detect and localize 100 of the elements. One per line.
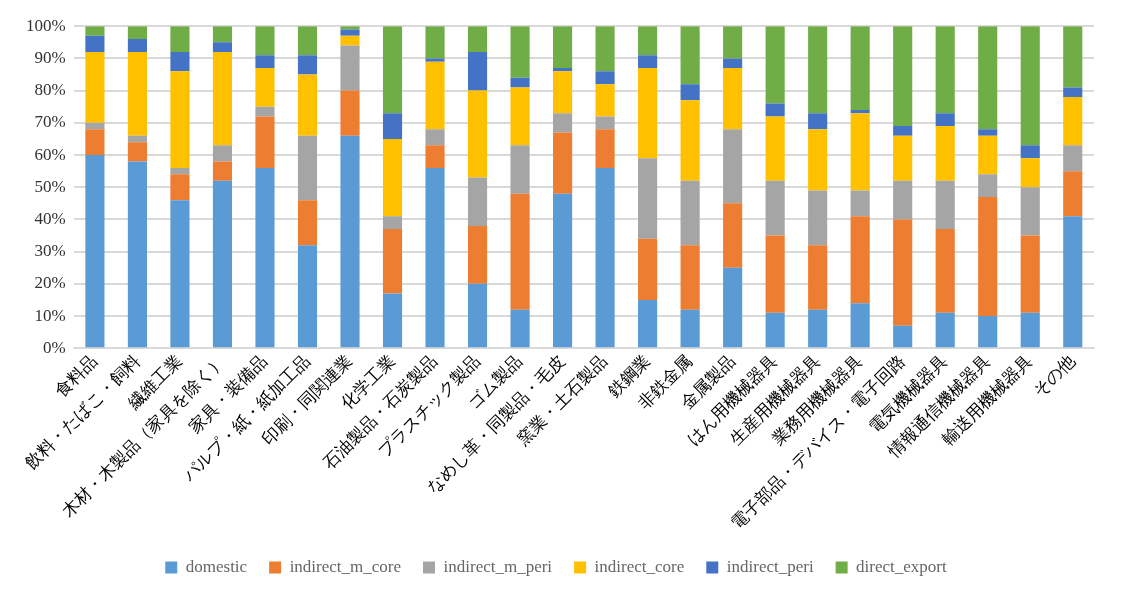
bar (765, 235, 785, 313)
bar (425, 167, 445, 348)
y-tick-label: 50% (34, 176, 66, 196)
bar (425, 145, 445, 168)
bar (808, 245, 828, 310)
bar (893, 126, 913, 136)
bar (808, 113, 828, 130)
bar (723, 68, 743, 130)
bar (127, 135, 147, 143)
bar (765, 116, 785, 181)
bar (893, 219, 913, 326)
bar (170, 26, 190, 52)
bar (382, 138, 403, 217)
bar (127, 39, 147, 52)
bar (127, 51, 147, 136)
y-tick-label: 60% (34, 144, 66, 164)
bar (85, 155, 105, 348)
bar (297, 74, 318, 136)
bar (850, 303, 870, 348)
bar (212, 161, 233, 181)
bar (553, 68, 573, 72)
bar (510, 145, 530, 194)
bar (297, 26, 318, 56)
bar (340, 35, 360, 46)
bar (978, 174, 998, 197)
bar (510, 77, 530, 88)
bar (638, 299, 658, 348)
bar (808, 309, 828, 348)
legend-label: indirect_m_peri (443, 556, 553, 576)
bar (850, 26, 870, 110)
legend-label: domestic (185, 556, 248, 576)
bar (297, 245, 318, 348)
legend-label: indirect_m_core (289, 556, 402, 576)
y-tick-label: 70% (34, 112, 66, 132)
bar (1063, 216, 1083, 348)
bar (467, 90, 488, 178)
bar (382, 293, 403, 348)
bar (425, 61, 445, 130)
bar (212, 145, 233, 162)
bar (212, 26, 233, 43)
bar (212, 51, 233, 146)
bar (85, 129, 105, 156)
bar (170, 174, 190, 201)
bar (297, 135, 318, 201)
bar (510, 193, 530, 310)
bar (850, 109, 870, 114)
y-tick-label: 20% (34, 273, 66, 293)
bar (850, 190, 870, 217)
bar (1020, 145, 1040, 159)
bar (255, 106, 275, 117)
bar (595, 26, 615, 72)
bar (255, 68, 275, 107)
bar (553, 113, 573, 133)
bar (85, 35, 105, 52)
bar (935, 113, 955, 127)
bar (85, 26, 105, 36)
bar (808, 129, 828, 191)
bar (680, 245, 700, 310)
bar (638, 55, 658, 69)
bar (850, 216, 870, 304)
bar (297, 200, 318, 246)
bar (382, 216, 403, 230)
bar (978, 316, 998, 348)
bar (1063, 145, 1083, 172)
bar (638, 26, 658, 56)
bar (978, 196, 998, 317)
bar (595, 71, 615, 85)
bar (127, 142, 147, 162)
bar (638, 68, 658, 159)
bar (467, 177, 488, 226)
bar (553, 132, 573, 194)
bar (935, 312, 955, 348)
legend-label: direct_export (856, 556, 948, 576)
y-tick-label: 40% (34, 208, 66, 228)
legend-label: indirect_peri (726, 556, 814, 576)
bar (680, 180, 700, 246)
bar (467, 26, 488, 52)
bar (935, 126, 955, 181)
bar (935, 26, 955, 114)
bar (765, 103, 785, 117)
bar (1063, 171, 1083, 217)
bar (85, 51, 105, 123)
y-tick-label: 100% (25, 15, 66, 35)
bar (595, 116, 615, 130)
bar (808, 26, 828, 114)
bar (1063, 26, 1083, 88)
bar (850, 113, 870, 191)
bar (510, 26, 530, 78)
y-tick-label: 0% (42, 337, 66, 357)
bar (467, 283, 488, 348)
bar (680, 84, 700, 101)
bar (1020, 312, 1040, 348)
y-tick-label: 80% (34, 80, 66, 100)
bar (127, 161, 147, 348)
bar (382, 113, 403, 139)
bar (723, 129, 743, 204)
bar (170, 51, 190, 72)
bar (935, 229, 955, 313)
bar (680, 309, 700, 348)
bar (1063, 87, 1083, 98)
